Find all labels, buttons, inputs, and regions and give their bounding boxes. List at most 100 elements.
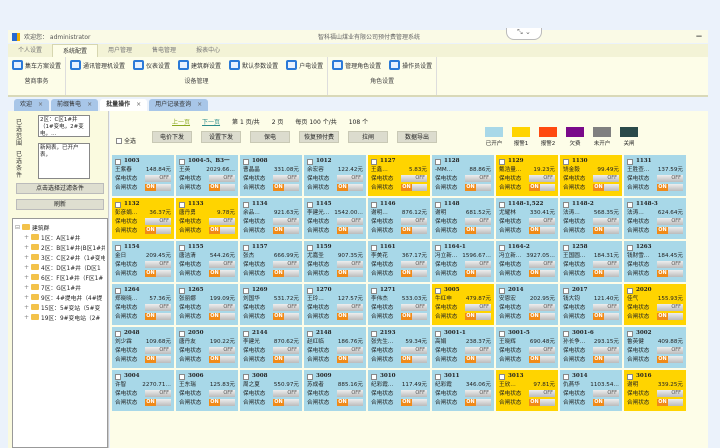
collapse-icon[interactable]: ⊟ — [15, 223, 21, 231]
card-checkbox[interactable] — [243, 201, 249, 208]
meter-card[interactable]: 1148 谢明 681.52元 保电状态 OFF 合闸状态 ON — [432, 198, 494, 239]
meter-card[interactable]: 2017 钱大钧 121.40元 保电状态 OFF 合闸状态 ON — [560, 284, 622, 325]
ribbon-button[interactable]: 建筑群设置 — [178, 60, 221, 70]
prev-page-link[interactable]: 上一页 — [172, 119, 191, 126]
card-checkbox[interactable] — [563, 373, 569, 380]
protect-toggle[interactable]: OFF — [273, 390, 299, 397]
protect-toggle[interactable]: OFF — [465, 218, 491, 225]
switch-toggle[interactable]: ON — [145, 270, 171, 277]
protect-toggle[interactable]: OFF — [273, 218, 299, 225]
checkbox[interactable] — [116, 137, 122, 144]
meter-card[interactable]: 1004-5、B3一 王英 2029.66… 保电状态 OFF 合闸状态 ON — [176, 155, 238, 196]
switch-toggle[interactable]: ON — [209, 184, 235, 191]
expand-icon[interactable]: + — [24, 253, 30, 261]
switch-toggle[interactable]: ON — [401, 227, 427, 234]
meter-card[interactable]: 3001-5 王晓辉 690.48元 保电状态 OFF 合闸状态 ON — [496, 327, 558, 368]
switch-toggle[interactable]: ON — [209, 399, 235, 406]
switch-toggle[interactable]: ON — [337, 184, 363, 191]
protect-toggle[interactable]: OFF — [337, 390, 363, 397]
card-checkbox[interactable] — [627, 158, 633, 165]
switch-toggle[interactable]: ON — [145, 313, 171, 320]
meter-card[interactable]: 1129 戴浩量… 19.23元 保电状态 OFF 合闸状态 ON — [496, 155, 558, 196]
protect-toggle[interactable]: OFF — [657, 347, 683, 354]
meter-card[interactable]: 3004 许智 2270.71… 保电状态 OFF 合闸状态 ON — [112, 370, 174, 411]
switch-toggle[interactable]: ON — [593, 227, 619, 234]
card-checkbox[interactable] — [435, 373, 441, 380]
card-checkbox[interactable] — [499, 201, 505, 208]
protect-toggle[interactable]: OFF — [401, 218, 427, 225]
card-checkbox[interactable] — [371, 158, 377, 165]
card-checkbox[interactable] — [563, 201, 569, 208]
switch-toggle[interactable]: ON — [529, 184, 555, 191]
switch-toggle[interactable]: ON — [593, 313, 619, 320]
tree-node[interactable]: +9区：4#提电井（4#提 — [15, 292, 105, 302]
switch-toggle[interactable]: ON — [529, 227, 555, 234]
protect-toggle[interactable]: OFF — [465, 261, 491, 268]
ribbon-button[interactable]: 默认参数设置 — [229, 60, 278, 70]
protect-toggle[interactable]: OFF — [209, 304, 235, 311]
ribbon-button[interactable]: 管理角色设置 — [332, 60, 381, 70]
card-checkbox[interactable] — [243, 330, 249, 337]
meter-card[interactable]: 1157 张杰 666.99元 保电状态 OFF 合闸状态 ON — [240, 241, 302, 282]
protect-toggle[interactable]: OFF — [529, 347, 555, 354]
protect-toggle[interactable]: OFF — [465, 347, 491, 354]
switch-toggle[interactable]: ON — [145, 227, 171, 234]
card-checkbox[interactable] — [499, 330, 505, 337]
meter-card[interactable]: 1008 曹晶晶 331.08元 保电状态 OFF 合闸状态 ON — [240, 155, 302, 196]
switch-toggle[interactable]: ON — [657, 184, 683, 191]
protect-toggle[interactable]: OFF — [593, 218, 619, 225]
meter-card[interactable]: 1148-1,522 尤耀林 330.41元 保电状态 OFF 合闸状态 ON — [496, 198, 558, 239]
card-checkbox[interactable] — [243, 287, 249, 294]
meter-card[interactable]: 1130 饶金毅 99.49元 保电状态 OFF 合闸状态 ON — [560, 155, 622, 196]
switch-toggle[interactable]: ON — [337, 399, 363, 406]
card-checkbox[interactable] — [435, 330, 441, 337]
protect-toggle[interactable]: OFF — [209, 175, 235, 182]
meter-card[interactable]: 1263 钱财雪… 184.45元 保电状态 OFF 合闸状态 ON — [624, 241, 686, 282]
protect-toggle[interactable]: OFF — [529, 390, 555, 397]
protect-toggle[interactable]: OFF — [657, 304, 683, 311]
card-checkbox[interactable] — [243, 373, 249, 380]
card-checkbox[interactable] — [179, 201, 185, 208]
protect-toggle[interactable]: OFF — [657, 175, 683, 182]
meter-card[interactable]: 3013 王欣… 97.81元 保电状态 OFF 合闸状态 ON — [496, 370, 558, 411]
meter-card[interactable]: 2050 唐丹友 190.22元 保电状态 OFF 合闸状态 ON — [176, 327, 238, 368]
close-icon[interactable]: × — [197, 101, 203, 108]
action-button[interactable]: 保电 — [250, 131, 290, 143]
tree-node[interactable]: +6区：F区1#井（F区1# — [15, 272, 105, 282]
tree-node[interactable]: +7区：G区1#井 — [15, 282, 105, 292]
protect-toggle[interactable]: OFF — [657, 261, 683, 268]
expand-icon[interactable]: + — [24, 243, 30, 251]
switch-toggle[interactable]: ON — [465, 399, 491, 406]
tree-node[interactable]: +2区：B区1#井(B区1#井 — [15, 242, 105, 252]
doc-tab[interactable]: 欢迎 × — [14, 99, 50, 111]
protect-toggle[interactable]: OFF — [337, 261, 363, 268]
switch-toggle[interactable]: ON — [209, 356, 235, 363]
meter-card[interactable]: 2148 赵红临 186.76元 保电状态 OFF 合闸状态 ON — [304, 327, 366, 368]
ribbon-button[interactable]: 集车方案设置 — [12, 60, 61, 70]
expand-icon[interactable]: + — [24, 313, 30, 321]
switch-toggle[interactable]: ON — [529, 313, 555, 320]
switch-toggle[interactable]: ON — [401, 313, 427, 320]
switch-toggle[interactable]: ON — [529, 399, 555, 406]
switch-toggle[interactable]: ON — [273, 184, 299, 191]
protect-toggle[interactable]: OFF — [273, 175, 299, 182]
protect-toggle[interactable]: OFF — [401, 304, 427, 311]
meter-card[interactable]: 3001-6 孙长争… 293.15元 保电状态 OFF 合闸状态 ON — [560, 327, 622, 368]
meter-card[interactable]: 1271 李伟杰 533.03元 保电状态 OFF 合闸状态 ON — [368, 284, 430, 325]
card-checkbox[interactable] — [371, 330, 377, 337]
protect-toggle[interactable]: OFF — [209, 218, 235, 225]
ribbon-button[interactable]: 户电设置 — [286, 60, 323, 70]
action-button[interactable]: 设置下发 — [201, 131, 241, 143]
meter-card[interactable]: 3014 仇燕华 1103.54… 保电状态 OFF 合闸状态 ON — [560, 370, 622, 411]
card-checkbox[interactable] — [371, 373, 377, 380]
meter-card[interactable]: 2020 佳气 155.93元 保电状态 OFF 合闸状态 ON — [624, 284, 686, 325]
next-page-link[interactable]: 下一页 — [202, 119, 221, 126]
expand-icon[interactable]: + — [24, 283, 30, 291]
protect-toggle[interactable]: OFF — [337, 304, 363, 311]
action-button[interactable]: 数据导出 — [397, 131, 437, 143]
protect-toggle[interactable]: OFF — [273, 304, 299, 311]
tab-system-config[interactable]: 系统配置 — [52, 44, 99, 57]
switch-toggle[interactable]: ON — [401, 399, 427, 406]
protect-toggle[interactable]: OFF — [465, 175, 491, 182]
card-checkbox[interactable] — [307, 287, 313, 294]
